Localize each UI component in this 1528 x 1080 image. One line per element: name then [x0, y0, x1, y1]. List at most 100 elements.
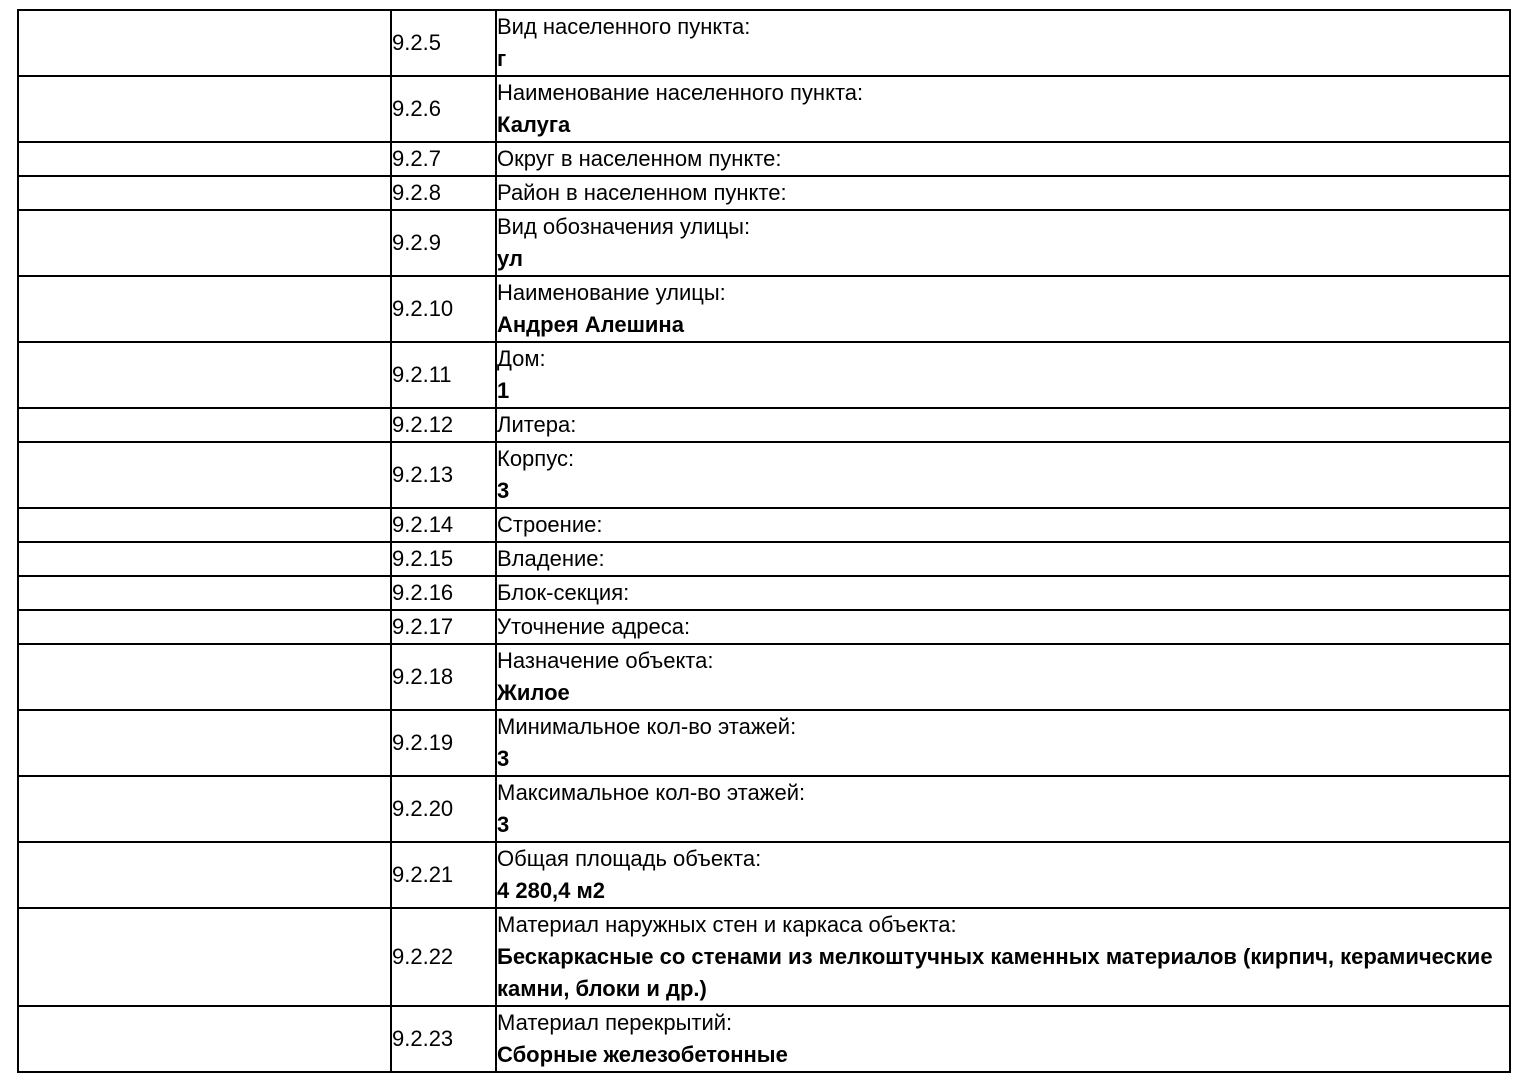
row-field: Вид населенного пункта: г: [495, 9, 1511, 77]
table-row: 9.2.12 Литера:: [17, 407, 1511, 443]
empty-cell: [17, 441, 392, 509]
field-value: 4 280,4 м2: [497, 878, 606, 903]
empty-cell: [17, 1005, 392, 1073]
row-field: Материал перекрытий: Сборные железобетон…: [495, 1005, 1511, 1073]
field-label: Назначение объекта:: [497, 648, 714, 673]
row-field: Общая площадь объекта: 4 280,4 м2: [495, 841, 1511, 909]
field-label: Дом:: [497, 346, 546, 371]
empty-cell: [17, 407, 392, 443]
table-row: 9.2.23 Материал перекрытий: Сборные желе…: [17, 1005, 1511, 1073]
declaration-table: 9.2.5 Вид населенного пункта: г 9.2.6 На…: [17, 9, 1511, 1073]
row-number: 9.2.21: [390, 841, 497, 909]
row-number: 9.2.17: [390, 609, 497, 645]
row-field: Максимальное кол-во этажей: 3: [495, 775, 1511, 843]
empty-cell: [17, 775, 392, 843]
row-field: Минимальное кол-во этажей: 3: [495, 709, 1511, 777]
row-number: 9.2.22: [390, 907, 497, 1007]
empty-cell: [17, 709, 392, 777]
field-label: Блок-секция:: [497, 580, 630, 605]
table-row: 9.2.11 Дом: 1: [17, 341, 1511, 409]
field-label: Вид населенного пункта:: [497, 14, 751, 39]
row-field: Вид обозначения улицы: ул: [495, 209, 1511, 277]
field-value: Бескаркасные со стенами из мелкоштучных …: [497, 944, 1493, 1001]
declaration-table-body: 9.2.5 Вид населенного пункта: г 9.2.6 На…: [17, 9, 1511, 1073]
empty-cell: [17, 141, 392, 177]
field-label: Строение:: [497, 512, 603, 537]
empty-cell: [17, 175, 392, 211]
row-field: Наименование улицы: Андрея Алешина: [495, 275, 1511, 343]
row-number: 9.2.7: [390, 141, 497, 177]
field-value: г: [497, 46, 507, 71]
field-label: Корпус:: [497, 446, 575, 471]
empty-cell: [17, 9, 392, 77]
row-field: Район в населенном пункте:: [495, 175, 1511, 211]
row-number: 9.2.23: [390, 1005, 497, 1073]
field-label: Минимальное кол-во этажей:: [497, 714, 797, 739]
field-label: Общая площадь объекта:: [497, 846, 762, 871]
field-label: Владение:: [497, 546, 605, 571]
field-value: 1: [497, 378, 510, 403]
field-value: 3: [497, 478, 510, 503]
empty-cell: [17, 575, 392, 611]
row-field: Строение:: [495, 507, 1511, 543]
row-field: Литера:: [495, 407, 1511, 443]
row-number: 9.2.16: [390, 575, 497, 611]
row-number: 9.2.8: [390, 175, 497, 211]
field-label: Максимальное кол-во этажей:: [497, 780, 806, 805]
row-field: Материал наружных стен и каркаса объекта…: [495, 907, 1511, 1007]
field-label: Округ в населенном пункте:: [497, 146, 782, 171]
empty-cell: [17, 75, 392, 143]
row-field: Владение:: [495, 541, 1511, 577]
row-number: 9.2.11: [390, 341, 497, 409]
row-number: 9.2.10: [390, 275, 497, 343]
empty-cell: [17, 275, 392, 343]
row-number: 9.2.5: [390, 9, 497, 77]
row-number: 9.2.20: [390, 775, 497, 843]
table-row: 9.2.13 Корпус: 3: [17, 441, 1511, 509]
row-field: Назначение объекта: Жилое: [495, 643, 1511, 711]
row-number: 9.2.15: [390, 541, 497, 577]
table-row: 9.2.5 Вид населенного пункта: г: [17, 9, 1511, 77]
row-field: Дом: 1: [495, 341, 1511, 409]
table-row: 9.2.9 Вид обозначения улицы: ул: [17, 209, 1511, 277]
field-label: Наименование населенного пункта:: [497, 80, 864, 105]
field-value: Андрея Алешина: [497, 312, 684, 337]
row-field: Округ в населенном пункте:: [495, 141, 1511, 177]
table-row: 9.2.16 Блок-секция:: [17, 575, 1511, 611]
field-label: Наименование улицы:: [497, 280, 726, 305]
row-field: Блок-секция:: [495, 575, 1511, 611]
table-row: 9.2.22 Материал наружных стен и каркаса …: [17, 907, 1511, 1007]
table-row: 9.2.18 Назначение объекта: Жилое: [17, 643, 1511, 711]
row-number: 9.2.14: [390, 507, 497, 543]
table-row: 9.2.20 Максимальное кол-во этажей: 3: [17, 775, 1511, 843]
row-field: Уточнение адреса:: [495, 609, 1511, 645]
row-number: 9.2.13: [390, 441, 497, 509]
empty-cell: [17, 609, 392, 645]
row-number: 9.2.18: [390, 643, 497, 711]
table-row: 9.2.14 Строение:: [17, 507, 1511, 543]
field-value: ул: [497, 246, 523, 271]
table-row: 9.2.8 Район в населенном пункте:: [17, 175, 1511, 211]
empty-cell: [17, 341, 392, 409]
field-value: 3: [497, 746, 510, 771]
row-number: 9.2.12: [390, 407, 497, 443]
field-value: Жилое: [497, 680, 570, 705]
row-field: Наименование населенного пункта: Калуга: [495, 75, 1511, 143]
field-label: Уточнение адреса:: [497, 614, 691, 639]
table-row: 9.2.17 Уточнение адреса:: [17, 609, 1511, 645]
table-row: 9.2.19 Минимальное кол-во этажей: 3: [17, 709, 1511, 777]
table-row: 9.2.21 Общая площадь объекта: 4 280,4 м2: [17, 841, 1511, 909]
field-label: Район в населенном пункте:: [497, 180, 787, 205]
row-field: Корпус: 3: [495, 441, 1511, 509]
field-label: Материал перекрытий:: [497, 1010, 733, 1035]
empty-cell: [17, 209, 392, 277]
empty-cell: [17, 907, 392, 1007]
row-number: 9.2.9: [390, 209, 497, 277]
row-number: 9.2.19: [390, 709, 497, 777]
empty-cell: [17, 841, 392, 909]
empty-cell: [17, 507, 392, 543]
field-value: Сборные железобетонные: [497, 1042, 788, 1067]
table-row: 9.2.6 Наименование населенного пункта: К…: [17, 75, 1511, 143]
field-label: Литера:: [497, 412, 577, 437]
